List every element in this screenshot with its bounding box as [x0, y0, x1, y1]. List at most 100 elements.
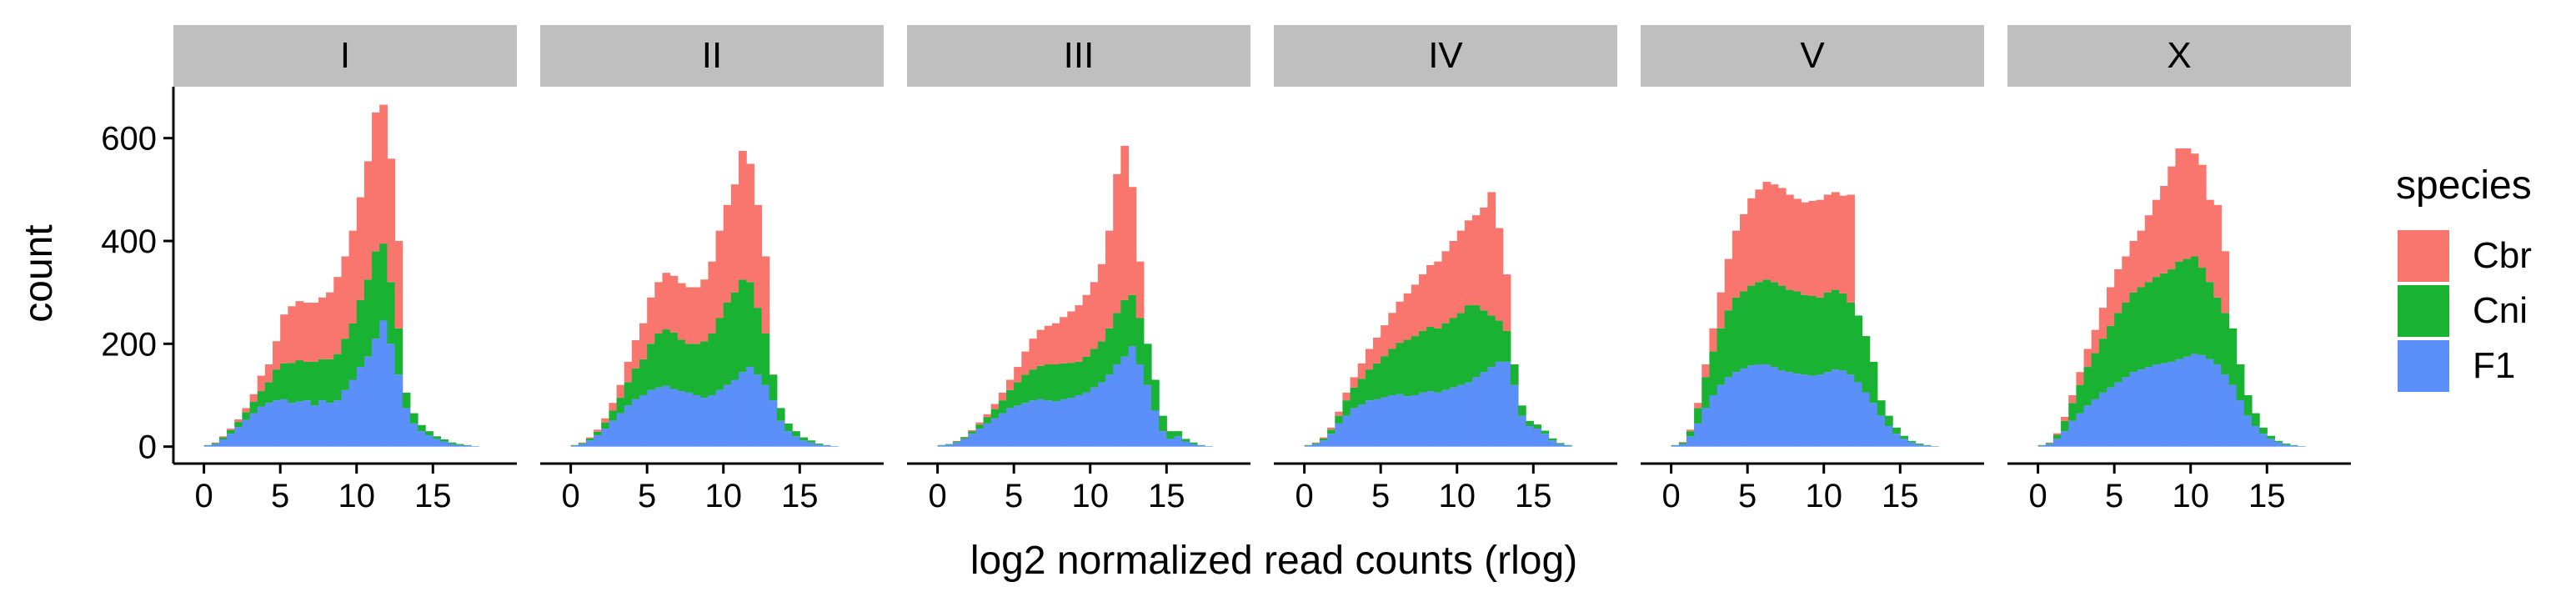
histogram-bar-cni — [1755, 282, 1764, 364]
histogram-bar-f1 — [693, 394, 701, 447]
histogram-bar-cni — [1472, 305, 1481, 378]
histogram-bar-f1 — [684, 392, 694, 447]
histogram-bar-f1 — [1159, 431, 1167, 447]
histogram-bar-f1 — [761, 384, 770, 447]
histogram-bar-cni — [1548, 438, 1557, 441]
histogram-bar-f1 — [1900, 439, 1909, 447]
histogram-bar-cni — [257, 391, 266, 407]
histogram-bar-cbr — [242, 408, 251, 413]
histogram-bar-f1 — [203, 445, 213, 447]
histogram-bar-cbr — [983, 414, 992, 418]
histogram-bar-f1 — [2098, 392, 2107, 447]
histogram-bar-cni — [1678, 442, 1687, 444]
histogram-bar-cbr — [1036, 329, 1045, 366]
histogram-bar-cni — [1426, 326, 1435, 392]
histogram-bar-f1 — [616, 413, 625, 447]
histogram-bar-cni — [425, 431, 434, 436]
histogram-bar-cbr — [594, 429, 602, 432]
histogram-bar-cbr — [1793, 198, 1802, 292]
histogram-bar-cni — [1411, 336, 1420, 395]
histogram-bar-f1 — [1143, 384, 1152, 447]
histogram-bar-cni — [2076, 384, 2085, 414]
histogram-bar-f1 — [1403, 396, 1412, 447]
histogram-bar-cni — [448, 442, 457, 444]
histogram-bar-cni — [1014, 382, 1022, 406]
x-tick-label: 10 — [1438, 478, 1476, 514]
histogram-bar-f1 — [2289, 445, 2298, 447]
facet-strip — [2007, 25, 2351, 87]
histogram-bar-cni — [2259, 427, 2268, 434]
histogram-bar-cni — [1785, 289, 1794, 373]
y-tick-label: 0 — [138, 429, 157, 466]
histogram-bar-cbr — [968, 429, 976, 432]
histogram-bar-cni — [433, 436, 442, 439]
histogram-bar-f1 — [990, 418, 1000, 447]
histogram-bar-f1 — [2228, 384, 2238, 447]
histogram-bar-f1 — [1495, 361, 1504, 447]
histogram-bar-cni — [2083, 367, 2092, 406]
histogram-bar-f1 — [2045, 444, 2054, 447]
histogram-bar-f1 — [1365, 400, 1374, 447]
histogram-bar-f1 — [2213, 364, 2222, 447]
facet-strip-label: I — [340, 35, 350, 76]
histogram-bar-cni — [2236, 364, 2245, 401]
histogram-bar-cni — [807, 440, 816, 443]
histogram-bar-cni — [1128, 294, 1137, 347]
histogram-bar-cbr — [2076, 372, 2085, 385]
histogram-bar-cni — [295, 360, 304, 402]
histogram-bar-f1 — [356, 367, 365, 447]
histogram-bar-cni — [1350, 387, 1359, 409]
histogram-bar-f1 — [2274, 442, 2283, 447]
histogram-bar-f1 — [1922, 445, 1932, 447]
histogram-bar-f1 — [1510, 384, 1519, 447]
histogram-bar-cni — [372, 251, 380, 339]
histogram-bar-cbr — [693, 287, 701, 344]
histogram-bar-f1 — [715, 389, 724, 447]
histogram-bar-cbr — [2198, 164, 2207, 268]
histogram-bar-cni — [700, 341, 709, 399]
histogram-bar-f1 — [1418, 392, 1427, 447]
histogram-bar-cbr — [1373, 337, 1381, 364]
histogram-bar-f1 — [363, 356, 373, 447]
histogram-bar-cbr — [295, 301, 304, 361]
histogram-bar-cni — [417, 424, 426, 432]
histogram-bar-f1 — [394, 374, 403, 447]
histogram-bar-f1 — [242, 419, 251, 447]
histogram-bar-cbr — [952, 440, 961, 442]
histogram-bar-f1 — [326, 403, 334, 447]
histogram-bar-cbr — [2129, 240, 2138, 293]
histogram-bar-cni — [2190, 256, 2199, 354]
histogram-bar-f1 — [776, 420, 785, 447]
histogram-bar-cbr — [1770, 184, 1779, 283]
histogram-bar-f1 — [2083, 405, 2092, 447]
histogram-bar-cni — [1189, 442, 1198, 444]
histogram-bar-cni — [601, 422, 609, 429]
histogram-bar-cni — [730, 292, 739, 380]
histogram-bar-cni — [784, 423, 793, 432]
histogram-bar-cni — [1517, 405, 1526, 416]
histogram-bar-cbr — [257, 375, 266, 392]
histogram-bar-cni — [1196, 444, 1205, 446]
histogram-bar-f1 — [1120, 356, 1130, 447]
histogram-bar-f1 — [218, 439, 228, 447]
histogram-bar-cbr — [708, 261, 717, 334]
histogram-bar-cbr — [387, 158, 396, 283]
legend-swatch-f1 — [2398, 340, 2449, 392]
histogram-bar-cni — [1373, 363, 1381, 399]
histogram-bar-f1 — [1701, 408, 1710, 447]
histogram-bar-cbr — [218, 436, 228, 438]
histogram-bar-f1 — [2236, 400, 2245, 447]
histogram-bar-cbr — [700, 279, 709, 342]
histogram-bar-cni — [1563, 444, 1572, 446]
x-tick-label: 10 — [1071, 478, 1109, 514]
histogram-bar-cbr — [1831, 192, 1840, 290]
histogram-bar-cni — [647, 344, 655, 390]
histogram-bar-f1 — [2144, 367, 2153, 447]
histogram-bar-cbr — [1762, 182, 1772, 280]
histogram-bar-f1 — [2282, 444, 2291, 447]
histogram-bar-cbr — [1502, 274, 1511, 331]
histogram-bar-cni — [1434, 328, 1443, 393]
x-tick-label: 5 — [638, 478, 656, 514]
histogram-bar-f1 — [1526, 425, 1534, 447]
histogram-bar-f1 — [1839, 370, 1847, 447]
